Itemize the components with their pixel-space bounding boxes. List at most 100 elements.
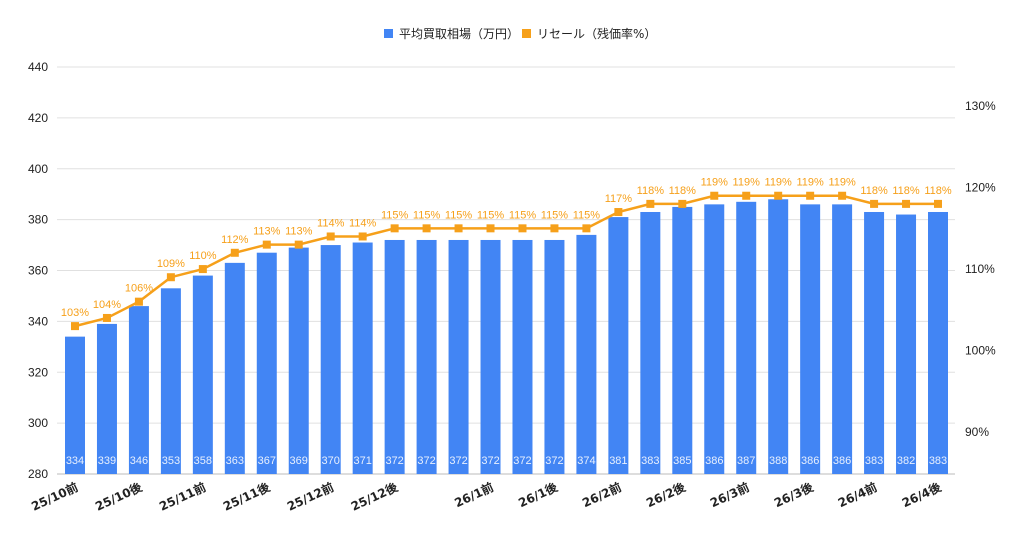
x-axis-label: 25/10前	[29, 479, 80, 514]
x-axis-label: 26/2前	[580, 479, 624, 510]
line-point	[742, 191, 751, 200]
line-data-label: 112%	[221, 234, 249, 246]
bar-data-label: 387	[737, 455, 755, 467]
line-point	[934, 199, 942, 208]
bar-data-label: 353	[162, 455, 180, 467]
left-axis-tick: 420	[28, 111, 48, 125]
bar	[640, 211, 661, 474]
line-data-label: 110%	[189, 250, 217, 262]
bar-data-label: 372	[385, 455, 403, 467]
line-point	[262, 240, 271, 249]
x-axis-label: 26/3前	[708, 479, 752, 510]
bar	[896, 214, 917, 474]
line-point	[166, 273, 175, 282]
bar-data-label: 383	[929, 455, 947, 467]
bar	[448, 239, 469, 474]
line-data-label: 118%	[924, 185, 952, 197]
line-data-label: 114%	[349, 217, 377, 229]
legend-label-bar: 平均買取相場（万円）	[399, 27, 519, 41]
line-data-label: 114%	[317, 217, 345, 229]
left-axis-tick: 360	[28, 264, 48, 278]
line-data-label: 109%	[157, 258, 185, 270]
bar-data-label: 346	[130, 455, 148, 467]
x-axis-label: 26/1前	[452, 479, 496, 510]
bar	[224, 262, 245, 474]
line-data-label: 104%	[93, 299, 121, 311]
bar	[672, 206, 693, 474]
bar-data-label: 386	[705, 455, 723, 467]
x-axis-label: 26/4前	[835, 479, 879, 510]
bar	[160, 288, 181, 474]
bar	[544, 239, 565, 474]
line-data-label: 115%	[541, 209, 569, 221]
line-point	[646, 199, 655, 208]
right-axis-tick: 130%	[965, 99, 996, 113]
line-data-label: 113%	[253, 226, 281, 238]
bar-data-label: 372	[417, 455, 435, 467]
bar	[128, 306, 149, 474]
x-axis-label: 25/11前	[157, 479, 208, 514]
line-point	[870, 199, 879, 208]
bar	[576, 234, 597, 474]
bar	[192, 275, 213, 474]
bar-data-label: 386	[833, 455, 851, 467]
bar	[256, 252, 277, 474]
left-axis-tick: 320	[28, 365, 48, 379]
bar-data-label: 370	[322, 455, 340, 467]
right-axis-tick: 120%	[965, 181, 996, 195]
x-axis-label: 25/11後	[221, 479, 273, 514]
left-axis-tick: 380	[28, 213, 48, 227]
bar-data-label: 372	[449, 455, 467, 467]
line-point	[806, 191, 815, 200]
line-point	[486, 224, 495, 233]
bar-data-label: 367	[258, 455, 276, 467]
bar-data-label: 358	[194, 455, 212, 467]
line-data-label: 115%	[381, 209, 409, 221]
bar-data-label: 372	[481, 455, 499, 467]
line-point	[582, 224, 591, 233]
x-axis-label: 26/2後	[644, 479, 689, 511]
line-data-label: 119%	[765, 177, 793, 189]
line-point	[326, 232, 335, 241]
bar	[608, 217, 629, 475]
line-data-label: 103%	[61, 307, 89, 319]
bar	[800, 204, 821, 475]
right-axis-tick: 90%	[965, 425, 989, 439]
left-axis-tick: 440	[28, 60, 48, 74]
legend-swatch-line	[522, 29, 531, 38]
bar-data-label: 372	[545, 455, 563, 467]
line-data-label: 115%	[509, 209, 537, 221]
line-data-label: 118%	[860, 185, 888, 197]
bar-data-label: 372	[513, 455, 531, 467]
bar-data-label: 386	[801, 455, 819, 467]
line-point	[422, 224, 431, 233]
x-axis-label: 25/12前	[285, 479, 336, 514]
bar-data-label: 385	[673, 455, 691, 467]
bar	[416, 239, 437, 474]
line-data-label: 115%	[573, 209, 601, 221]
line-point	[614, 208, 623, 217]
line-data-label: 115%	[477, 209, 505, 221]
bar-data-label: 383	[641, 455, 659, 467]
line-point	[390, 224, 399, 233]
line-point	[230, 248, 239, 257]
bar-data-label: 369	[290, 455, 308, 467]
x-axis-label: 26/1後	[516, 479, 561, 511]
bar	[96, 323, 117, 474]
bar	[864, 211, 885, 474]
line-data-label: 115%	[413, 209, 441, 221]
bar	[480, 239, 501, 474]
left-axis-tick: 340	[28, 314, 48, 328]
line-data-label: 115%	[445, 209, 473, 221]
line-point	[294, 240, 303, 249]
bar	[65, 336, 85, 474]
line-data-label: 119%	[733, 177, 761, 189]
bar-data-label: 371	[353, 455, 371, 467]
left-axis-tick: 400	[28, 162, 48, 176]
x-axis-label: 26/4後	[899, 479, 944, 511]
right-axis-tick: 110%	[965, 262, 995, 276]
line-point	[454, 224, 463, 233]
line-point	[198, 265, 207, 274]
bar	[288, 247, 309, 474]
